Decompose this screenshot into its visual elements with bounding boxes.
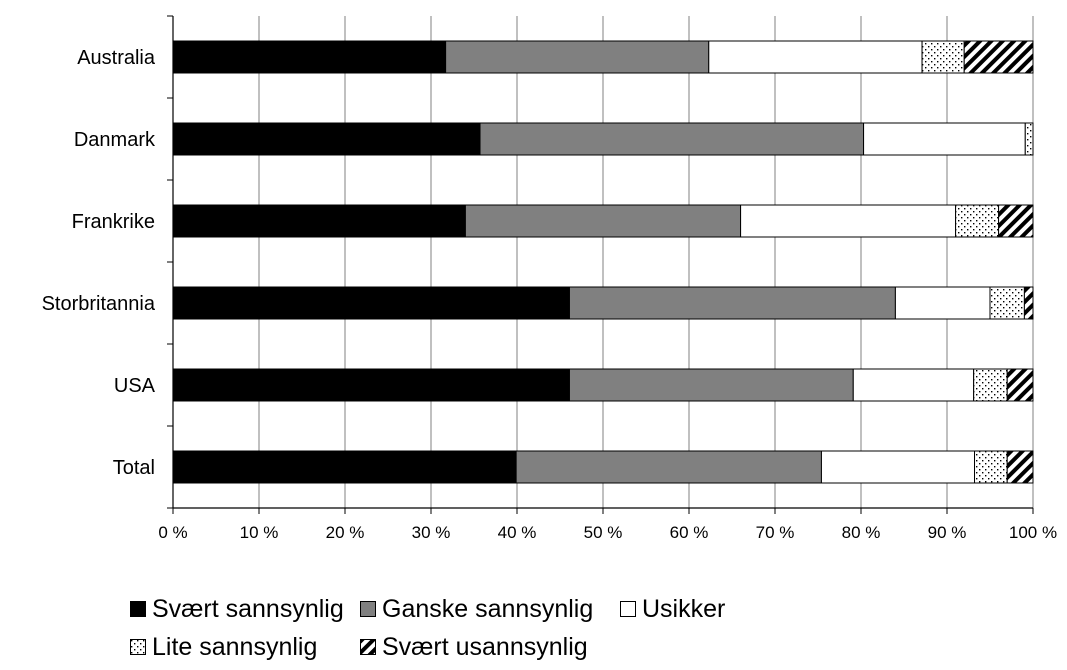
bar-segment xyxy=(955,204,1000,238)
bar-segment xyxy=(172,450,517,484)
bar-segment xyxy=(172,286,570,320)
category-label: Danmark xyxy=(74,129,156,151)
bar-segment xyxy=(479,122,865,156)
bar-segment xyxy=(998,204,1034,238)
bar-segment xyxy=(445,40,710,74)
legend-item-usikker: Usikker xyxy=(620,595,725,624)
x-tick-label: 50 % xyxy=(584,523,623,542)
legend-swatch-solid-black xyxy=(130,601,146,617)
legend-item-svaert-sannsynlig: Svært sannsynlig xyxy=(130,595,360,624)
legend-swatch-white xyxy=(620,601,636,617)
x-tick-label: 30 % xyxy=(412,523,451,542)
bar-segment xyxy=(1006,368,1034,402)
gridlines xyxy=(172,16,1034,508)
stacked-bar-chart: 0 % 10 % 20 % 30 % 40 % 50 % 60 % 70 % 80 % 90 % 1… xyxy=(42,15,1058,542)
legend-swatch-solid-gray xyxy=(360,601,376,617)
bar-segment xyxy=(973,368,1008,402)
legend-label: Ganske sannsynlig xyxy=(382,594,594,623)
bar-segment xyxy=(172,40,447,74)
bar-segment xyxy=(1024,122,1034,156)
bar-segment xyxy=(172,368,570,402)
axes xyxy=(167,15,1034,514)
bar-segment xyxy=(894,286,991,320)
bar-segment xyxy=(740,204,957,238)
x-tick-label: 90 % xyxy=(928,523,967,542)
x-tick-label: 100 % xyxy=(1009,523,1057,542)
x-tick-label: 80 % xyxy=(842,523,881,542)
x-tick-label: 10 % xyxy=(240,523,279,542)
legend-item-ganske-sannsynlig: Ganske sannsynlig xyxy=(360,595,620,624)
bar-segment xyxy=(172,122,481,156)
x-tick-label: 40 % xyxy=(498,523,537,542)
bar-segment xyxy=(820,450,976,484)
bar-segment xyxy=(708,40,923,74)
bar-segment xyxy=(1006,450,1034,484)
legend-item-lite-sannsynlig: Lite sannsynlig xyxy=(130,633,360,662)
bar-segment xyxy=(464,204,742,238)
bar-segment xyxy=(568,286,896,320)
category-label: Storbritannia xyxy=(42,293,156,315)
bar-segment xyxy=(568,368,854,402)
legend-swatch-dotted xyxy=(130,639,146,655)
axis-labels: 0 % 10 % 20 % 30 % 40 % 50 % 60 % 70 % 80 % 90 % 1… xyxy=(42,47,1058,542)
legend: Svært sannsynlig Ganske sannsynlig Usikk… xyxy=(130,590,1030,666)
bar-segment xyxy=(863,122,1026,156)
x-tick-label: 70 % xyxy=(756,523,795,542)
category-label: Australia xyxy=(77,47,156,69)
bars xyxy=(172,40,1034,484)
x-tick-label: 0 % xyxy=(158,523,187,542)
category-label: Frankrike xyxy=(72,211,155,233)
bar-segment xyxy=(852,368,975,402)
legend-label: Svært usannsynlig xyxy=(382,632,588,661)
bar-segment xyxy=(974,450,1008,484)
category-label: USA xyxy=(114,375,156,397)
bar-segment xyxy=(1023,286,1034,320)
bar-segment xyxy=(515,450,822,484)
legend-item-svaert-usannsynlig: Svært usannsynlig xyxy=(360,633,588,662)
legend-row-1: Svært sannsynlig Ganske sannsynlig Usikk… xyxy=(130,590,1030,628)
legend-swatch-hatched xyxy=(360,639,376,655)
legend-row-2: Lite sannsynlig Svært usannsynlig xyxy=(130,628,1030,666)
bar-segment xyxy=(989,286,1025,320)
legend-label: Lite sannsynlig xyxy=(152,632,318,661)
legend-label: Svært sannsynlig xyxy=(152,594,344,623)
legend-label: Usikker xyxy=(642,594,726,623)
category-label: Total xyxy=(113,457,155,479)
x-tick-label: 60 % xyxy=(670,523,709,542)
bar-segment xyxy=(963,40,1034,74)
bar-segment xyxy=(172,204,466,238)
x-tick-label: 20 % xyxy=(326,523,365,542)
bar-segment xyxy=(921,40,965,74)
